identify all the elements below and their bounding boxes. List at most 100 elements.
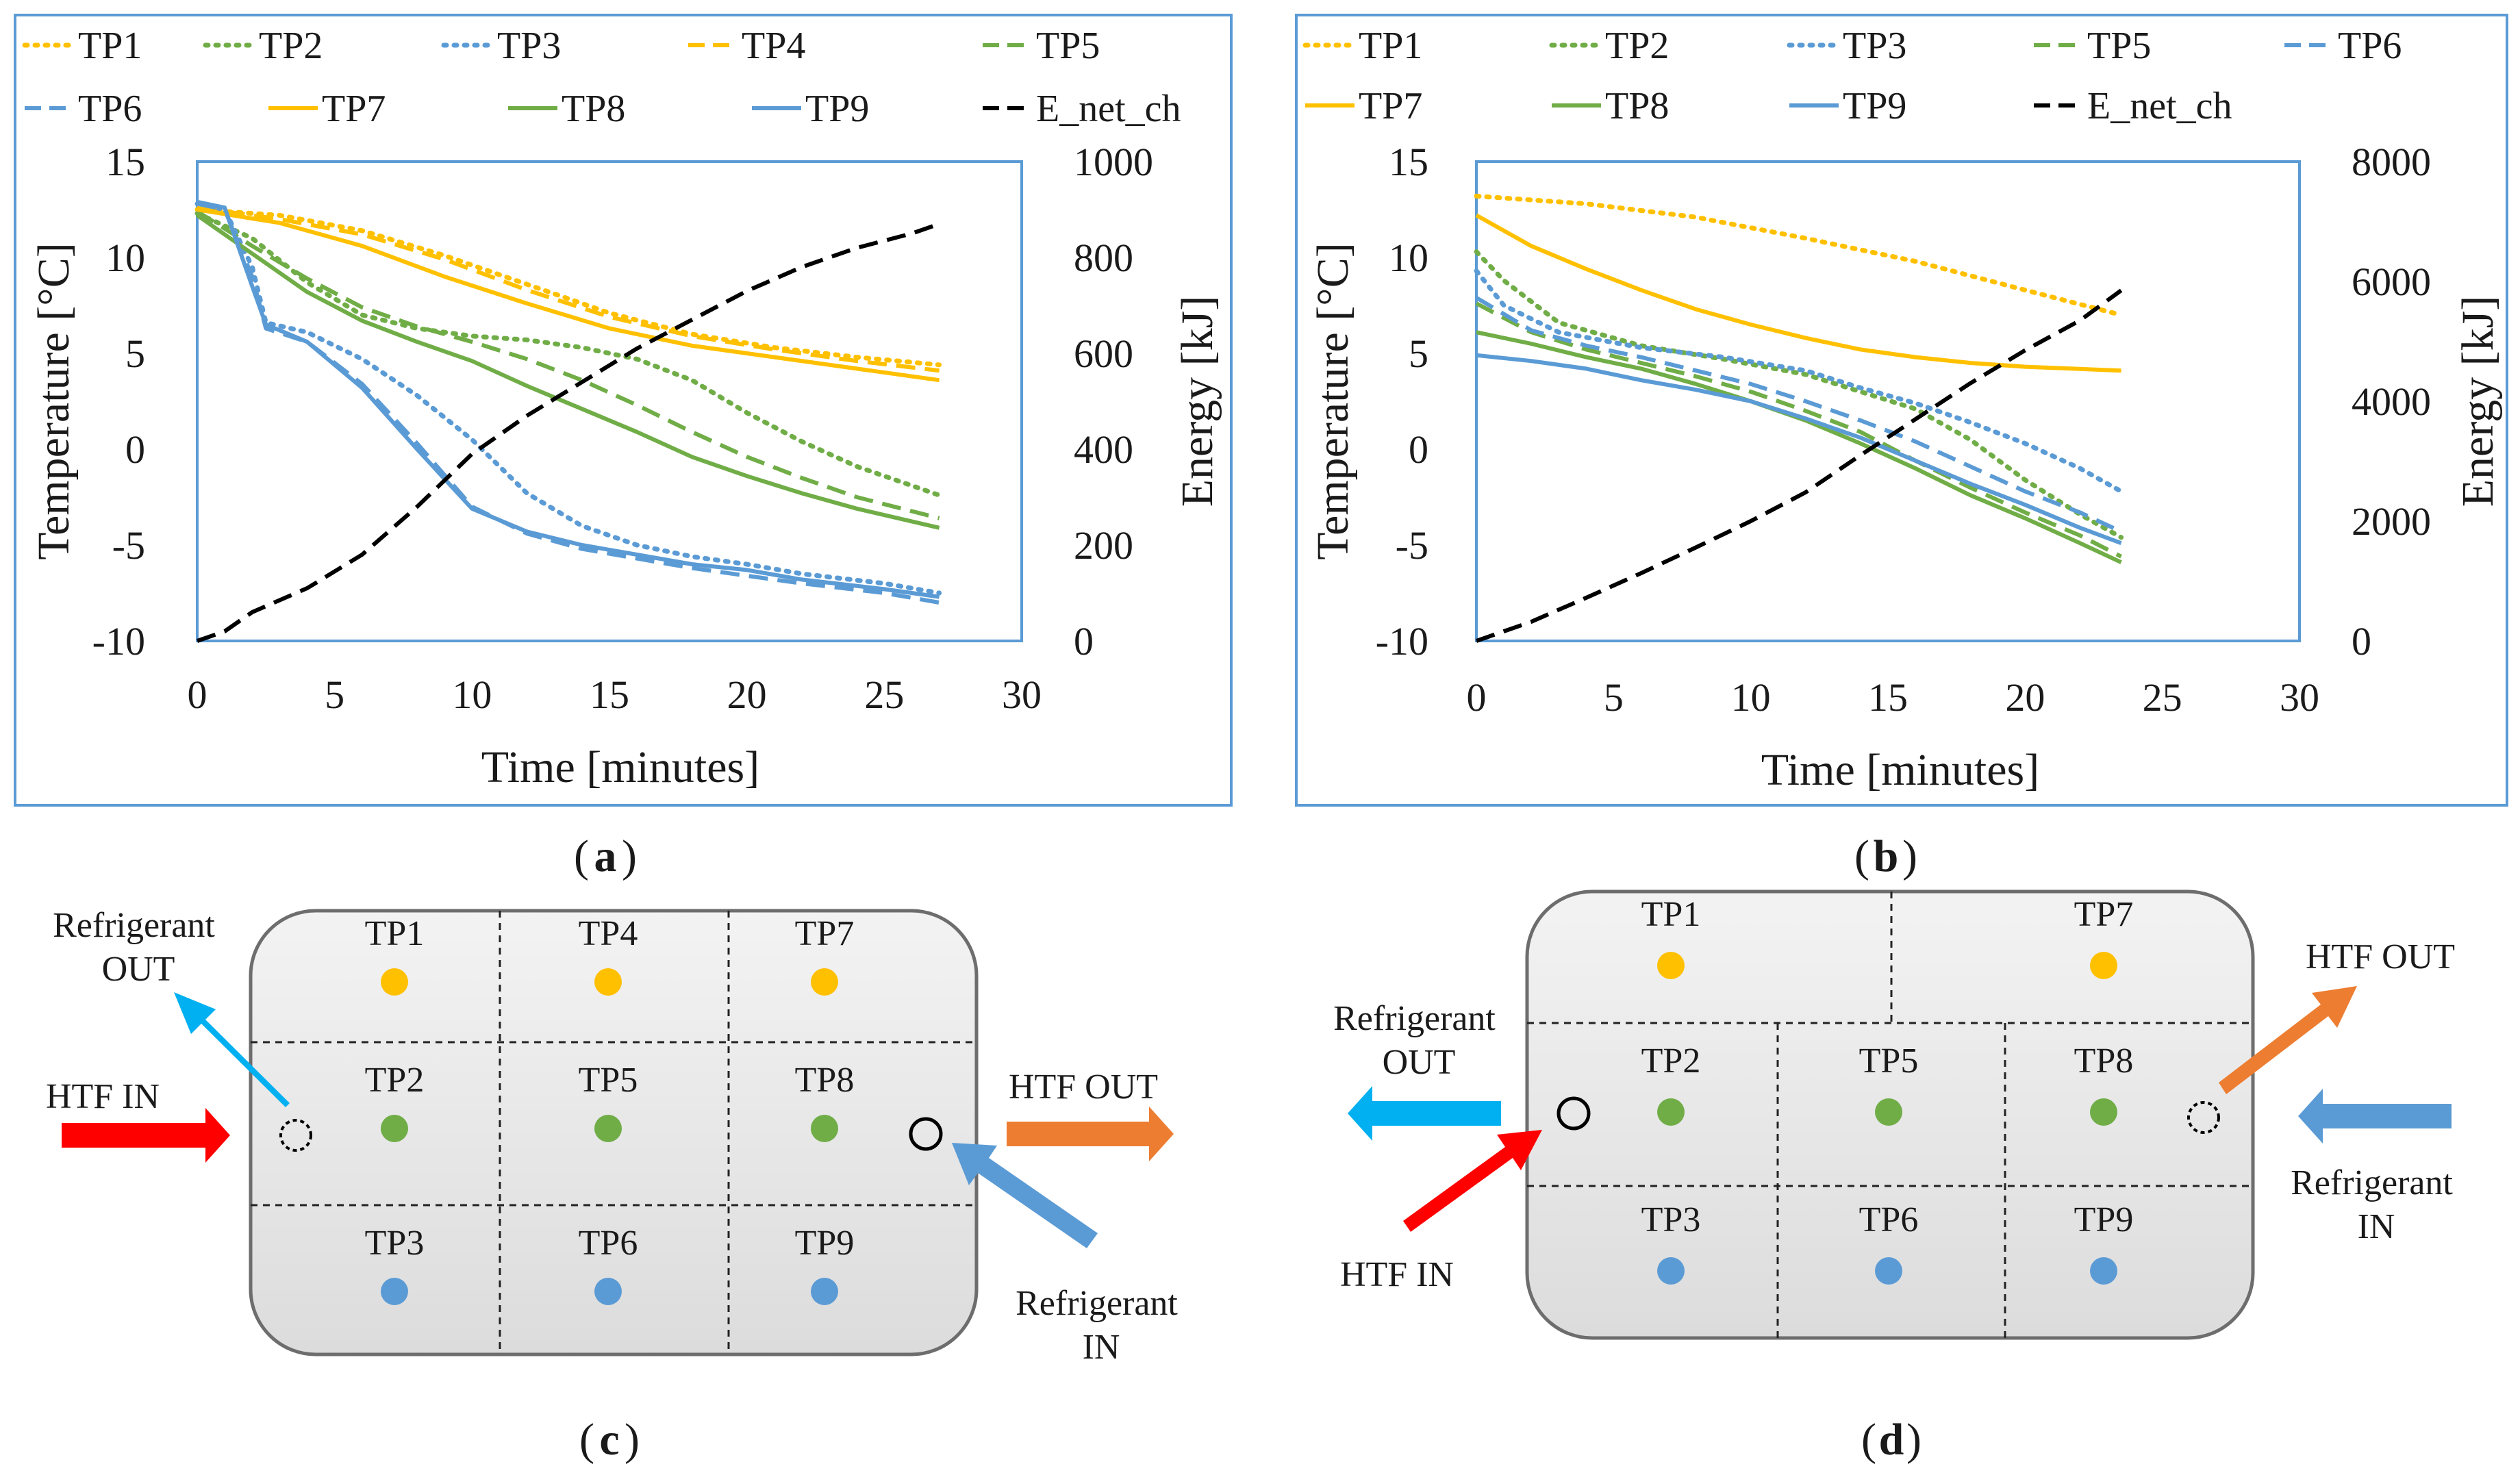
chart-b-series-tp9 <box>1476 353 2122 546</box>
legend-label-e-net-ch: E_net_ch <box>2087 85 2232 127</box>
diagram-d: TP1 TP7 TP2 TP5 TP8 TP3 TP6 TP9 Refrigerant OUT… <box>1333 889 2462 1340</box>
legend-label-tp5: TP5 <box>2087 25 2151 67</box>
chart-a-xlabel: Time [minutes] <box>481 742 759 792</box>
point-dot-d-tp7 <box>2090 952 2117 979</box>
chart-a-xtick: 10 <box>452 672 492 717</box>
legend-label-tp6: TP6 <box>2338 25 2402 67</box>
point-label-c-tp2: TP2 <box>365 1061 425 1100</box>
point-dot-c-tp7 <box>811 968 838 996</box>
chart-a-series-tp4 <box>197 205 940 373</box>
refrigerant-in-label-d: Refrigerant IN <box>2291 1163 2462 1246</box>
chart-b-ylabel: Temperature [°C] <box>1308 242 1358 559</box>
point-label-c-tp6: TP6 <box>579 1224 638 1263</box>
svg-text:(: ( <box>579 1415 594 1465</box>
point-dot-d-tp6 <box>1875 1257 1902 1285</box>
point-dot-c-tp5 <box>594 1115 622 1142</box>
point-label-d-tp7: TP7 <box>2074 895 2134 934</box>
chart-b-xtick: 15 <box>1868 675 1908 720</box>
chart-b-series-tp6 <box>1475 296 2122 534</box>
legend-label-tp9: TP9 <box>1843 85 1906 127</box>
point-dot-d-tp5 <box>1875 1098 1902 1126</box>
legend-label-tp9: TP9 <box>805 88 869 130</box>
point-label-c-tp1: TP1 <box>365 914 425 953</box>
chart-a-series-tp1 <box>194 207 942 368</box>
point-dot-c-tp6 <box>594 1278 622 1305</box>
chart-b-series-tp1 <box>1474 193 2124 318</box>
measurement-points-c: TP1 TP4 TP7 TP2 TP5 TP8 TP3 TP6 TP9 <box>365 914 855 1305</box>
chart-a-y2label: Energy [kJ] <box>1172 296 1222 507</box>
panel-label-d: ( d ) <box>1861 1415 1922 1465</box>
point-dot-d-tp9 <box>2090 1257 2117 1285</box>
legend-label-tp2: TP2 <box>259 25 323 67</box>
chart-b-series-group <box>1474 193 2124 643</box>
chart-a-y2tick: 1000 <box>1074 140 1153 184</box>
refrigerant-port-out-c <box>279 1119 312 1152</box>
panel-label-c-text: c <box>599 1415 619 1465</box>
chart-b-y2tick: 6000 <box>2352 260 2431 304</box>
chart-b-xtick: 5 <box>1604 675 1624 720</box>
chart-a-xtick: 5 <box>325 672 344 717</box>
point-dot-c-tp2 <box>381 1115 408 1142</box>
chart-a-xtick: 0 <box>188 672 207 717</box>
chart-b-xlabel: Time [minutes] <box>1761 745 2039 795</box>
legend-label-e-net-ch: E_net_ch <box>1036 88 1181 130</box>
point-label-d-tp1: TP1 <box>1641 895 1701 934</box>
legend-label-tp7: TP7 <box>322 88 386 130</box>
chart-a-y2tick: 600 <box>1074 331 1133 376</box>
chart-b-series-e-net-ch <box>1476 288 2123 643</box>
point-dot-d-tp3 <box>1657 1257 1685 1285</box>
chart-a-ytick: -10 <box>92 619 145 664</box>
chart-b-xtick: 25 <box>2143 675 2182 720</box>
grid-lines-c <box>251 911 977 1354</box>
htf-out-label-c: HTF OUT <box>1009 1068 1158 1107</box>
chart-a-series-tp9 <box>197 199 940 599</box>
panel-label-b-text: b <box>1874 831 1899 881</box>
point-label-c-tp9: TP9 <box>795 1224 855 1263</box>
refrigerant-out-label-d: Refrigerant OUT <box>1333 999 1504 1082</box>
svg-text:): ) <box>622 831 637 881</box>
chart-a-series-tp3 <box>194 201 942 596</box>
legend-label-tp3: TP3 <box>497 25 561 67</box>
point-label-d-tp8: TP8 <box>2074 1042 2134 1081</box>
svg-text:(: ( <box>1854 831 1869 881</box>
chart-b-legend: TP1 TP2 TP3 TP5 TP6 TP7 TP8 TP9 E_net_ch <box>1302 25 2402 127</box>
chart-a-xtick: 15 <box>590 672 629 717</box>
point-dot-c-tp4 <box>594 968 622 996</box>
chart-b-y2tick: 2000 <box>2352 499 2431 544</box>
svg-text:): ) <box>1906 1415 1922 1465</box>
point-label-d-tp3: TP3 <box>1641 1200 1701 1239</box>
legend-label-tp8: TP8 <box>562 88 625 130</box>
point-label-d-tp9: TP9 <box>2074 1200 2134 1239</box>
point-label-c-tp3: TP3 <box>365 1224 425 1263</box>
point-label-c-tp8: TP8 <box>795 1061 855 1100</box>
refrigerant-out-label-c: Refrigerant OUT <box>53 906 224 989</box>
chart-b-plot-area <box>1475 160 2301 642</box>
chart-a-y2tick: 400 <box>1074 427 1133 472</box>
legend-label-tp5: TP5 <box>1036 25 1100 67</box>
chart-b-series-tp5 <box>1475 301 2122 559</box>
chart-b-ticks: 0 5 10 15 20 25 30 -10 -5 0 5 10 15 0 2000 4000 6000 8000 <box>1376 140 2431 720</box>
legend-label-tp1: TP1 <box>78 25 142 67</box>
panel-label-a: ( a ) <box>574 831 637 881</box>
refrigerant-port-in-d <box>2187 1101 2220 1134</box>
chart-b-xtick: 10 <box>1731 675 1771 720</box>
chart-b-ytick: -10 <box>1376 619 1428 664</box>
refrigerant-out-arrow-d <box>1348 1086 1501 1141</box>
chart-a-series-group <box>194 199 942 643</box>
point-dot-c-tp1 <box>381 968 408 996</box>
refrigerant-port-out-d <box>1557 1096 1591 1131</box>
chart-a-y2tick: 800 <box>1074 236 1133 280</box>
svg-text:(: ( <box>1861 1415 1876 1465</box>
svg-text:): ) <box>1902 831 1917 881</box>
legend-label-tp7: TP7 <box>1359 85 1422 127</box>
point-dot-d-tp2 <box>1657 1098 1685 1126</box>
chart-a-y2tick: 200 <box>1074 523 1133 568</box>
chart-a-ticks: 0 5 10 15 20 25 30 -10 -5 0 5 10 15 0 200 400 600 800 1000 <box>92 140 1153 717</box>
htf-out-arrow-c <box>1007 1107 1174 1161</box>
legend-label-tp1: TP1 <box>1359 25 1422 67</box>
legend-label-tp8: TP8 <box>1605 85 1669 127</box>
chart-a-ytick: -5 <box>112 523 145 568</box>
chart-b-y2tick: 0 <box>2352 619 2371 664</box>
htf-in-arrow-c <box>62 1108 230 1163</box>
